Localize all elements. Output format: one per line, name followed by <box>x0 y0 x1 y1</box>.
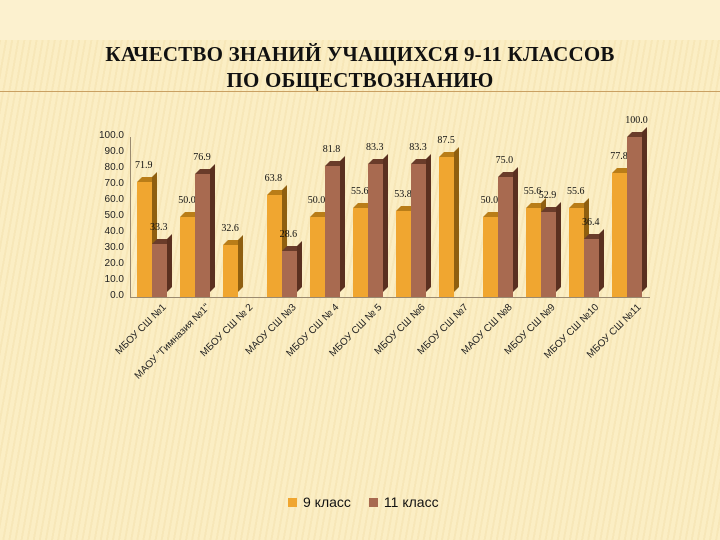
bar-11-class <box>152 233 172 297</box>
bar-11-class <box>627 127 648 297</box>
value-label: 55.6 <box>567 186 585 198</box>
value-label: 100.0 <box>625 115 648 126</box>
bar-9-class <box>525 198 546 297</box>
legend: 9 класс 11 класс <box>288 494 439 510</box>
y-tick-label: 30.0 <box>104 242 124 253</box>
bar-11-class <box>411 153 432 297</box>
y-tick-label: 90.0 <box>104 146 124 157</box>
y-axis <box>130 137 131 298</box>
value-label: 83.3 <box>366 141 384 153</box>
value-label: 75.0 <box>495 155 514 166</box>
x-category-label: МАОУ "Гимназия №1" <box>132 302 212 382</box>
value-label: 52.9 <box>538 190 557 202</box>
value-label: 83.3 <box>409 141 427 153</box>
bar-11-class <box>195 163 216 297</box>
bar-11-class <box>540 202 561 297</box>
bar-9-class <box>180 207 201 297</box>
y-tick-label: 0.0 <box>110 290 124 301</box>
bar-9-class <box>353 198 373 297</box>
bar-11-class <box>497 167 518 297</box>
bar-9-class <box>137 171 157 297</box>
y-tick-label: 70.0 <box>104 178 124 189</box>
chart-title-line-2: ПО ОБЩЕСТВОЗНАНИЮ <box>226 68 494 92</box>
title-band <box>0 0 720 40</box>
value-label: 50.0 <box>307 195 326 206</box>
bar-9-class <box>266 184 287 297</box>
value-label: 50.0 <box>178 195 196 206</box>
bar-11-class <box>324 156 345 297</box>
value-label: 36.4 <box>582 216 600 228</box>
title-divider <box>0 91 720 92</box>
y-tick-label: 20.0 <box>104 258 124 269</box>
legend-label-11: 11 класс <box>383 494 439 510</box>
bar-9-class <box>482 207 503 297</box>
y-tick-label: 50.0 <box>104 210 124 221</box>
bar-9-class <box>439 147 460 297</box>
value-label: 87.5 <box>437 135 455 146</box>
bar-11-class <box>368 153 388 297</box>
value-label: 50.0 <box>480 195 499 206</box>
y-tick-label: 80.0 <box>104 162 124 173</box>
value-label: 55.6 <box>351 186 369 198</box>
bar-9-class <box>309 207 330 297</box>
value-label: 77.8 <box>610 150 628 162</box>
value-label: 63.8 <box>264 172 283 184</box>
y-tick-label: 60.0 <box>104 194 124 205</box>
value-label: 55.6 <box>523 186 542 198</box>
value-label: 81.8 <box>322 144 341 156</box>
value-label: 32.6 <box>221 222 239 234</box>
bar-11-class <box>281 241 302 297</box>
y-tick-label: 10.0 <box>104 274 124 285</box>
value-label: 33.3 <box>150 221 168 233</box>
value-label: 71.9 <box>135 159 153 171</box>
value-label: 76.9 <box>193 151 211 163</box>
y-tick-label: 100.0 <box>98 130 124 141</box>
bar-9-class <box>612 162 633 297</box>
value-label: 28.6 <box>279 229 298 241</box>
legend-swatch-9 <box>288 497 297 507</box>
legend-label-9: 9 класс <box>303 494 351 510</box>
y-tick-label: 40.0 <box>104 226 124 237</box>
chart-title-line-1: КАЧЕСТВО ЗНАНИЙ УЧАЩИХСЯ 9-11 КЛАССОВ <box>105 42 615 66</box>
bar-9-class <box>569 198 589 297</box>
bar-11-class <box>584 228 604 297</box>
value-label: 53.8 <box>394 188 412 200</box>
bar-9-class <box>223 234 244 297</box>
bar-9-class <box>396 200 417 297</box>
legend-swatch-11 <box>368 497 378 507</box>
x-axis <box>130 297 650 298</box>
